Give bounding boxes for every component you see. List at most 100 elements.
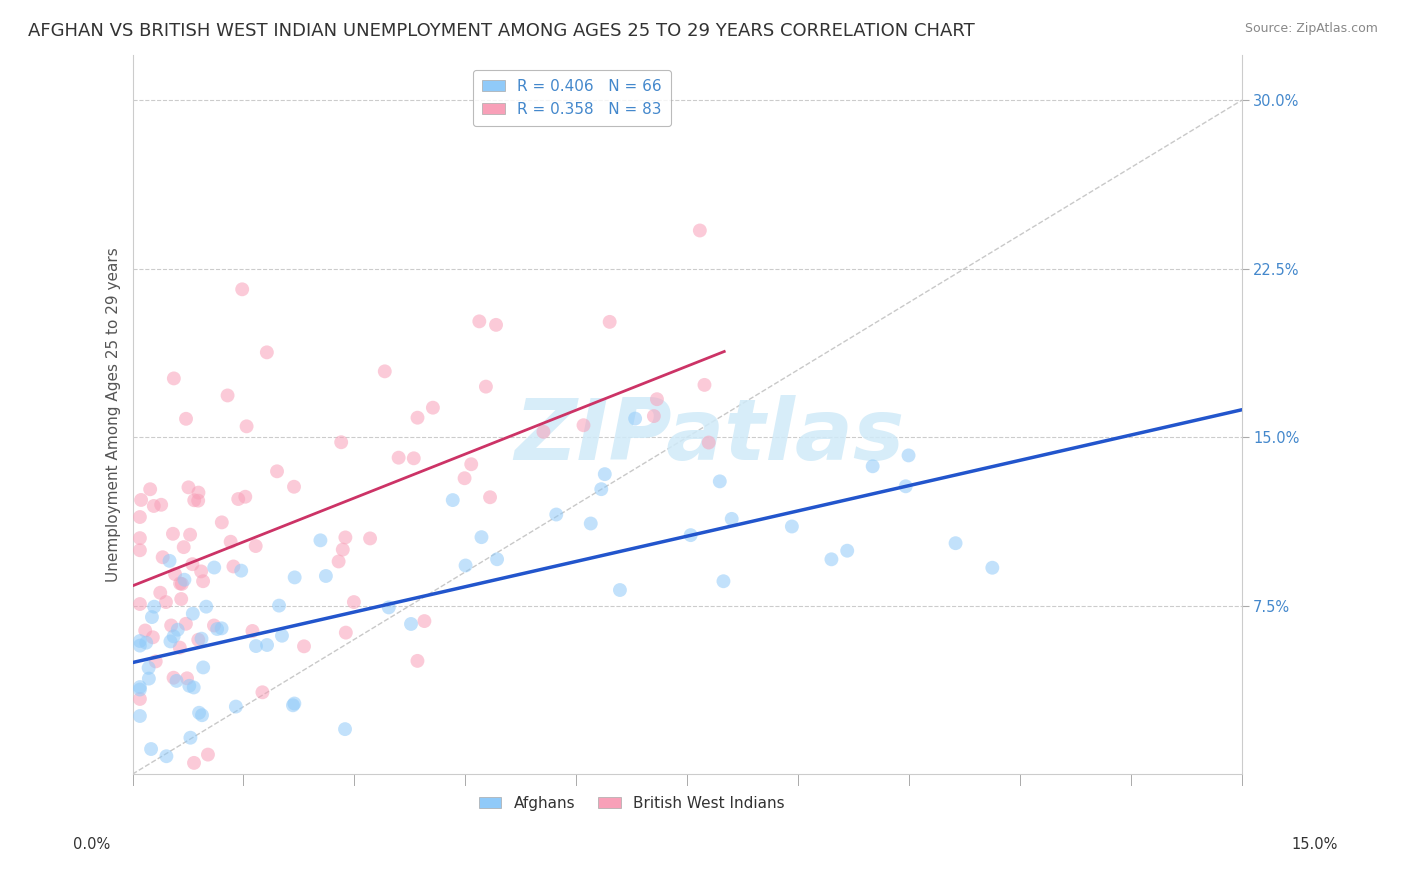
Point <box>129 682 152 697</box>
Point <box>219 534 242 549</box>
Point <box>945 536 967 550</box>
Point <box>176 671 198 685</box>
Text: ZIPatlas: ZIPatlas <box>515 394 904 478</box>
Point <box>225 699 247 714</box>
Point <box>333 722 356 736</box>
Point <box>163 629 186 643</box>
Point <box>245 639 267 653</box>
Point <box>179 527 201 541</box>
Point <box>402 451 425 466</box>
Point <box>129 510 152 524</box>
Point <box>183 681 205 695</box>
Point <box>142 499 165 513</box>
Point <box>399 617 422 632</box>
Point <box>406 654 429 668</box>
Point <box>129 597 152 611</box>
Point <box>292 640 315 654</box>
Point <box>188 706 211 720</box>
Point <box>693 377 716 392</box>
Point <box>169 576 191 591</box>
Point <box>202 560 225 574</box>
Text: 15.0%: 15.0% <box>1292 838 1337 852</box>
Point <box>190 632 212 646</box>
Point <box>187 632 209 647</box>
Point <box>138 672 160 686</box>
Point <box>422 401 444 415</box>
Point <box>162 671 184 685</box>
Point <box>475 379 498 393</box>
Point <box>187 485 209 500</box>
Point <box>981 560 1004 574</box>
Point <box>174 412 197 426</box>
Point <box>454 558 477 573</box>
Point <box>181 607 204 621</box>
Point <box>226 491 249 506</box>
Point <box>256 345 278 359</box>
Point <box>231 564 253 578</box>
Point <box>266 464 288 478</box>
Point <box>129 692 152 706</box>
Point <box>335 530 357 544</box>
Point <box>479 490 502 504</box>
Point <box>129 709 152 723</box>
Point <box>413 614 436 628</box>
Point <box>165 567 187 582</box>
Point <box>328 554 350 568</box>
Point <box>252 685 274 699</box>
Point <box>242 624 264 638</box>
Point <box>183 756 205 770</box>
Point <box>315 569 337 583</box>
Point <box>129 634 152 648</box>
Point <box>191 708 214 723</box>
Point <box>129 680 152 694</box>
Point <box>470 530 492 544</box>
Point <box>388 450 411 465</box>
Point <box>579 516 602 531</box>
Point <box>453 471 475 485</box>
Point <box>256 638 278 652</box>
Point <box>546 508 568 522</box>
Point <box>169 640 191 655</box>
Point <box>697 435 720 450</box>
Point <box>330 435 353 450</box>
Y-axis label: Unemployment Among Ages 25 to 29 years: Unemployment Among Ages 25 to 29 years <box>107 247 121 582</box>
Point <box>593 467 616 482</box>
Point <box>689 223 711 237</box>
Point <box>202 618 225 632</box>
Point <box>173 540 195 554</box>
Point <box>129 531 152 545</box>
Point <box>129 543 152 558</box>
Point <box>166 623 188 637</box>
Point <box>309 533 332 548</box>
Point <box>894 479 917 493</box>
Point <box>374 364 396 378</box>
Point <box>193 660 215 674</box>
Point <box>179 679 201 693</box>
Point <box>343 595 366 609</box>
Point <box>174 616 197 631</box>
Point <box>233 490 256 504</box>
Point <box>897 449 920 463</box>
Point <box>359 532 381 546</box>
Point <box>211 621 233 635</box>
Point <box>195 599 218 614</box>
Point <box>197 747 219 762</box>
Point <box>173 573 195 587</box>
Point <box>139 482 162 496</box>
Point <box>191 574 214 589</box>
Point <box>205 622 228 636</box>
Point <box>211 516 233 530</box>
Point <box>181 557 204 571</box>
Text: Source: ZipAtlas.com: Source: ZipAtlas.com <box>1244 22 1378 36</box>
Point <box>222 559 245 574</box>
Point <box>163 371 186 385</box>
Point <box>645 392 668 407</box>
Point <box>609 582 631 597</box>
Point <box>713 574 735 589</box>
Point <box>245 539 267 553</box>
Point <box>284 570 307 584</box>
Point <box>271 629 294 643</box>
Point <box>283 697 305 711</box>
Point <box>533 425 555 439</box>
Point <box>406 410 429 425</box>
